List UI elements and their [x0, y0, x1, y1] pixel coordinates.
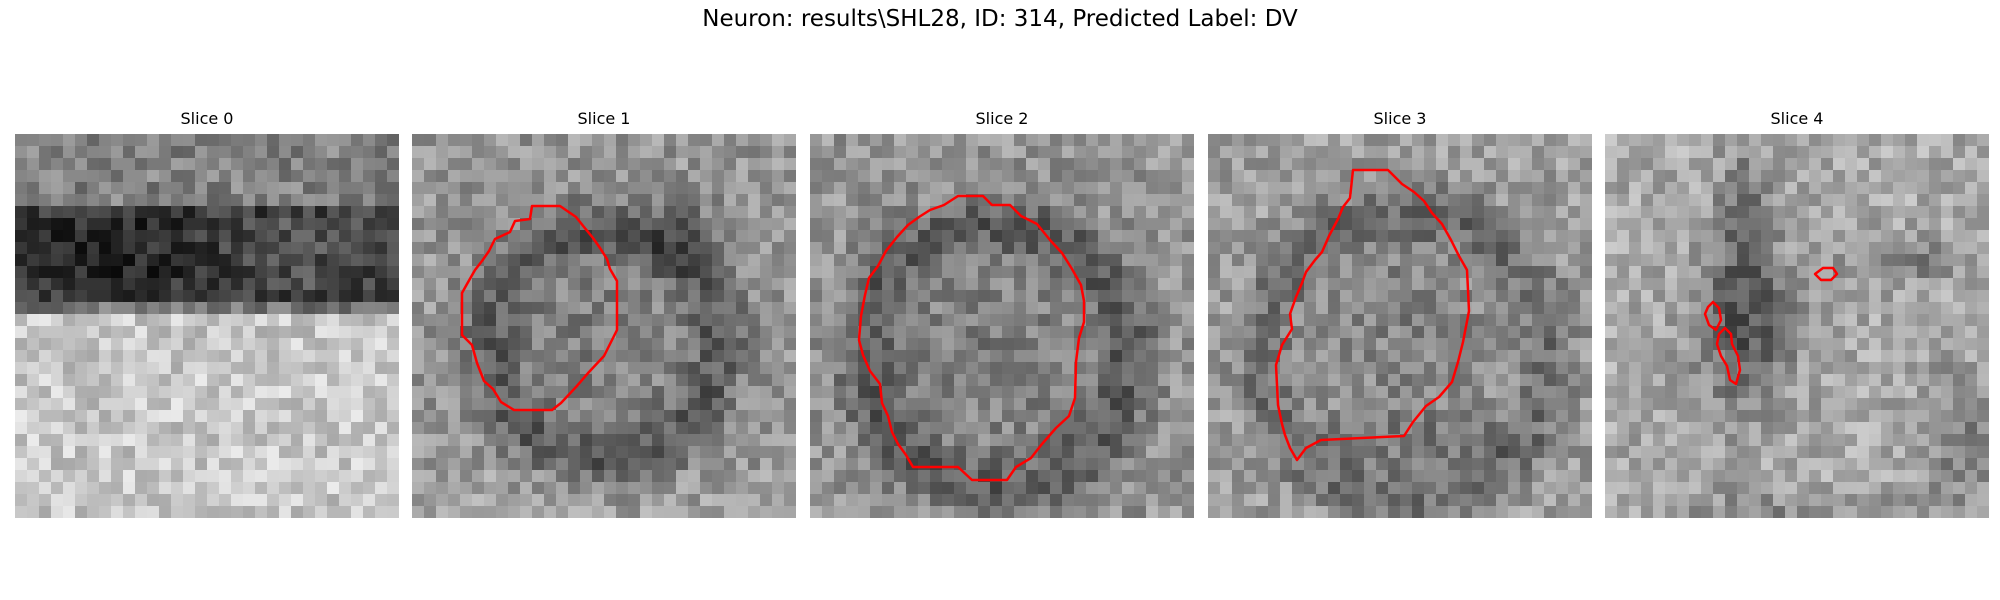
- slice-image-2: [810, 134, 1194, 518]
- slice-image-4: [1605, 134, 1989, 518]
- slice-title-0: Slice 0: [180, 109, 234, 128]
- segmentation-contour: [857, 194, 1086, 482]
- segmentation-contour: [1715, 326, 1742, 386]
- segmentation-contour: [1813, 266, 1839, 282]
- slice-title-4: Slice 4: [1770, 109, 1824, 128]
- slice-panel-1: Slice 1: [412, 108, 796, 518]
- slice-panel-2: Slice 2: [810, 108, 1194, 518]
- segmentation-contour: [460, 204, 619, 412]
- segmentation-contour: [1703, 300, 1723, 332]
- slice-panel-0: Slice 0: [15, 108, 399, 518]
- slice-image-3: [1208, 134, 1592, 518]
- slice-panel-4: Slice 4: [1605, 108, 1989, 518]
- slice-panel-3: Slice 3: [1208, 108, 1592, 518]
- segmentation-contour: [1274, 168, 1471, 462]
- slice-image-1: [412, 134, 796, 518]
- slice-title-3: Slice 3: [1373, 109, 1427, 128]
- slice-title-1: Slice 1: [577, 109, 631, 128]
- slice-image-0: [15, 134, 399, 518]
- slice-title-2: Slice 2: [975, 109, 1029, 128]
- figure-title: Neuron: results\SHL28, ID: 314, Predicte…: [702, 6, 1298, 32]
